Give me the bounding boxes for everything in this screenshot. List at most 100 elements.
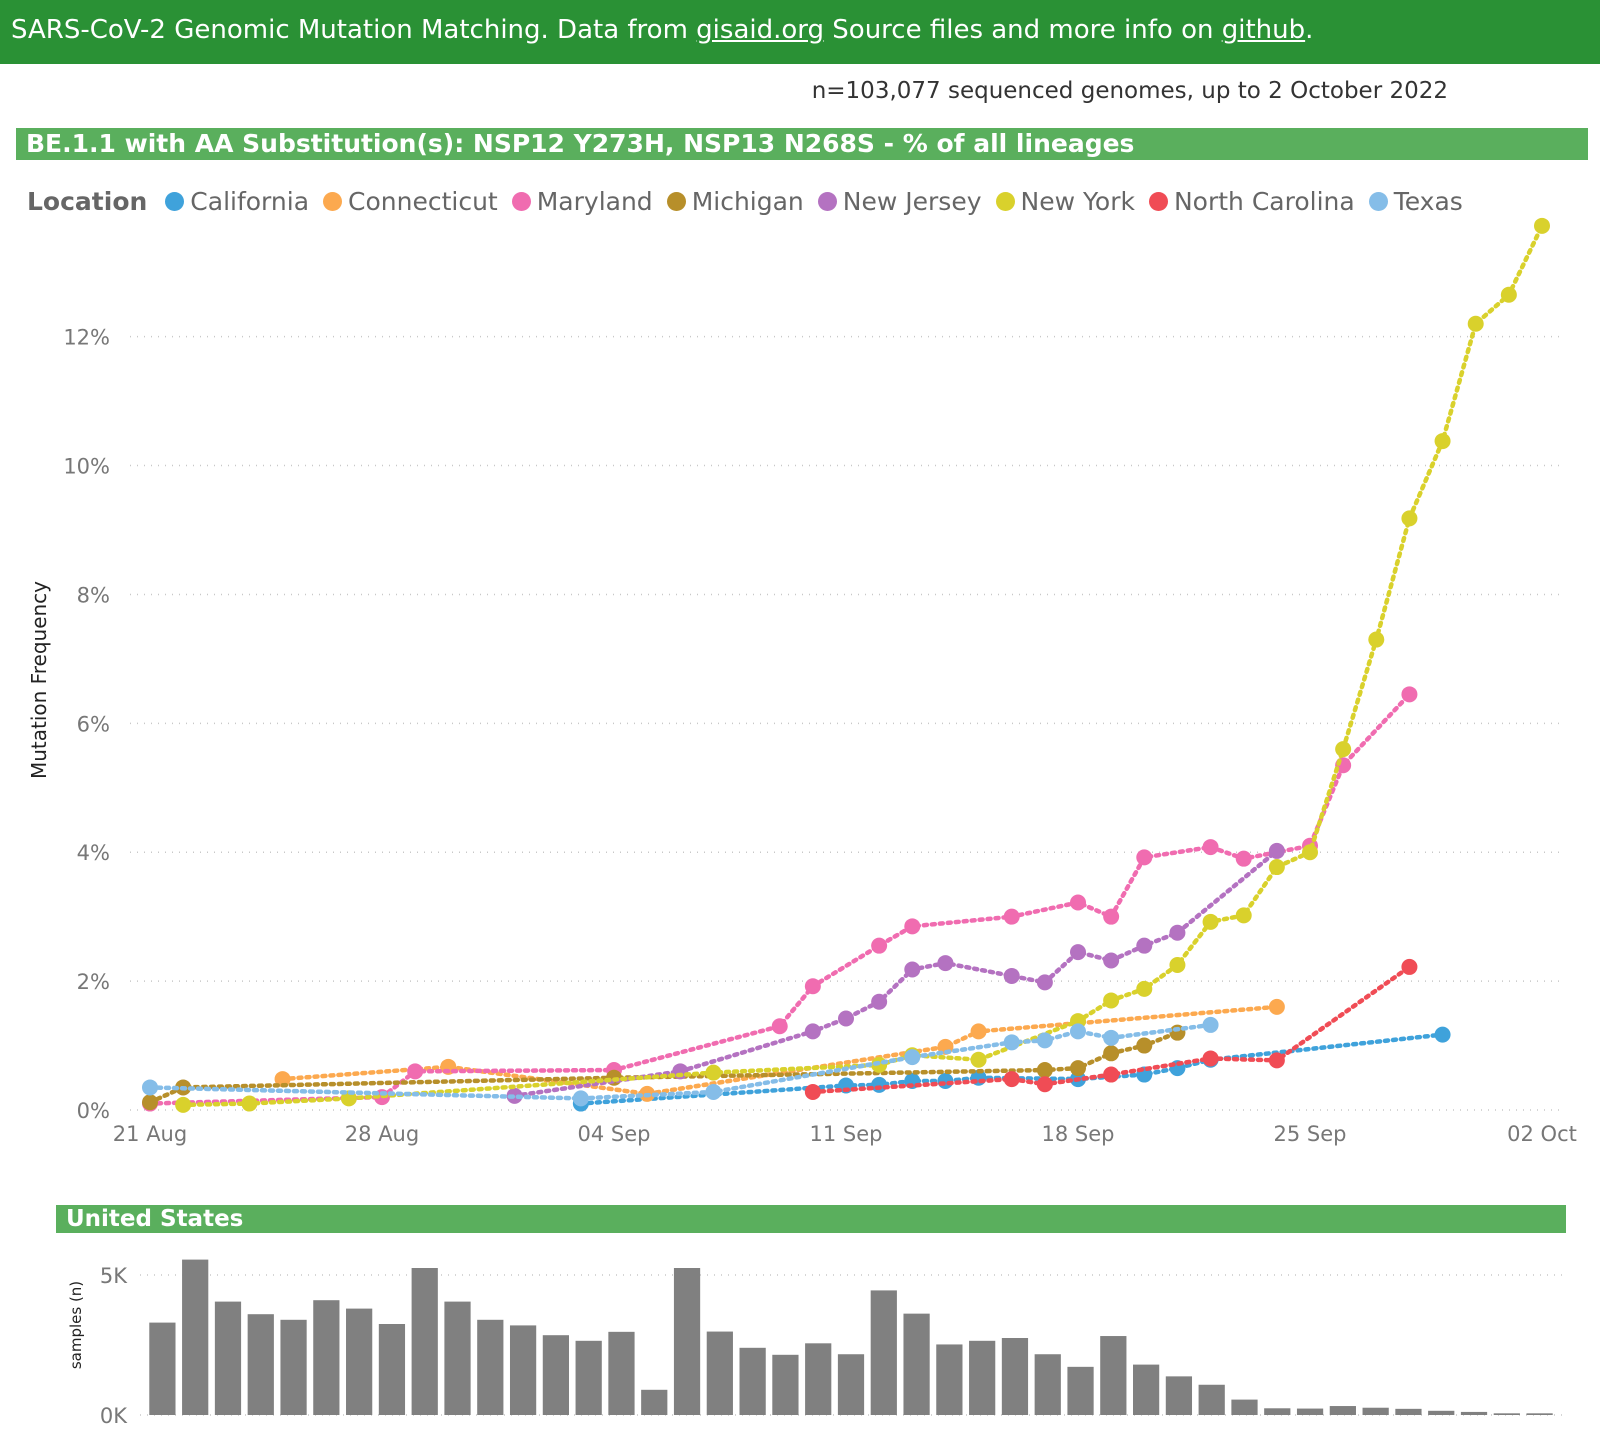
- sample-bar[interactable]: [772, 1354, 799, 1415]
- data-point-new-york[interactable]: [1534, 217, 1550, 234]
- sample-bar[interactable]: [1231, 1399, 1258, 1415]
- data-point-maryland[interactable]: [1235, 850, 1252, 867]
- sample-bar[interactable]: [1395, 1408, 1422, 1415]
- data-point-new-jersey[interactable]: [871, 993, 888, 1010]
- data-point-new-york[interactable]: [1401, 510, 1418, 527]
- legend-item-texas[interactable]: Texas: [1368, 187, 1463, 216]
- data-point-new-york[interactable]: [1500, 286, 1517, 303]
- data-point-new-jersey[interactable]: [1003, 967, 1020, 984]
- data-point-north-carolina[interactable]: [1202, 1050, 1219, 1067]
- data-point-texas[interactable]: [1202, 1016, 1219, 1033]
- sample-bar[interactable]: [1100, 1336, 1127, 1415]
- sample-bar[interactable]: [1198, 1384, 1225, 1415]
- data-point-texas[interactable]: [572, 1090, 589, 1107]
- sample-bar[interactable]: [1133, 1364, 1160, 1415]
- data-point-michigan[interactable]: [1036, 1062, 1053, 1079]
- data-point-new-york[interactable]: [1169, 957, 1186, 973]
- data-point-michigan[interactable]: [1136, 1037, 1153, 1054]
- sample-bar[interactable]: [1493, 1413, 1520, 1415]
- data-point-new-jersey[interactable]: [937, 955, 954, 972]
- sample-bar[interactable]: [280, 1319, 307, 1415]
- data-point-new-york[interactable]: [1136, 980, 1153, 997]
- sample-bar[interactable]: [1329, 1406, 1356, 1415]
- data-point-maryland[interactable]: [1401, 686, 1418, 703]
- sample-bar[interactable]: [542, 1335, 569, 1415]
- gisaid-link[interactable]: gisaid.org: [696, 15, 825, 45]
- sample-bar[interactable]: [870, 1290, 897, 1415]
- legend-item-connecticut[interactable]: Connecticut: [323, 187, 498, 216]
- sample-bar[interactable]: [477, 1319, 504, 1415]
- data-point-new-york[interactable]: [1302, 844, 1318, 861]
- data-point-new-york[interactable]: [1335, 741, 1352, 758]
- sample-bar[interactable]: [673, 1268, 701, 1415]
- sample-bar[interactable]: [1460, 1411, 1488, 1415]
- data-point-new-york[interactable]: [241, 1095, 258, 1112]
- data-point-north-carolina[interactable]: [804, 1083, 821, 1100]
- data-point-maryland[interactable]: [804, 978, 821, 995]
- sample-bar[interactable]: [313, 1300, 340, 1415]
- sample-bar[interactable]: [444, 1301, 471, 1415]
- legend-item-maryland[interactable]: Maryland: [511, 187, 653, 216]
- data-point-texas[interactable]: [1003, 1034, 1020, 1051]
- sample-bar[interactable]: [575, 1340, 602, 1415]
- data-point-new-jersey[interactable]: [1268, 842, 1285, 859]
- data-point-new-york[interactable]: [1434, 433, 1451, 450]
- sample-bar[interactable]: [641, 1389, 668, 1415]
- sample-bar[interactable]: [1067, 1366, 1094, 1415]
- sample-bar[interactable]: [1001, 1338, 1029, 1415]
- sample-bar[interactable]: [346, 1308, 373, 1415]
- data-point-north-carolina[interactable]: [1103, 1066, 1120, 1083]
- data-point-maryland[interactable]: [771, 1018, 788, 1035]
- data-point-new-jersey[interactable]: [1070, 944, 1086, 961]
- sample-bar[interactable]: [149, 1322, 176, 1415]
- data-point-connecticut[interactable]: [970, 1023, 987, 1040]
- data-point-new-york[interactable]: [1235, 907, 1252, 924]
- sample-bar[interactable]: [182, 1259, 209, 1415]
- data-point-connecticut[interactable]: [1268, 998, 1285, 1015]
- data-point-texas[interactable]: [1036, 1032, 1053, 1049]
- data-point-new-york[interactable]: [705, 1064, 722, 1081]
- data-point-new-york[interactable]: [175, 1096, 192, 1113]
- data-point-maryland[interactable]: [871, 937, 888, 954]
- data-point-north-carolina[interactable]: [1401, 958, 1418, 975]
- sample-bar[interactable]: [1034, 1354, 1061, 1415]
- data-point-new-jersey[interactable]: [1036, 974, 1053, 991]
- sample-bar[interactable]: [411, 1268, 438, 1415]
- sample-bar[interactable]: [1264, 1408, 1291, 1415]
- data-point-new-jersey[interactable]: [838, 1010, 854, 1027]
- sample-bar[interactable]: [247, 1314, 274, 1415]
- data-point-new-york[interactable]: [970, 1051, 987, 1068]
- sample-bar[interactable]: [1526, 1413, 1553, 1415]
- data-point-texas[interactable]: [1103, 1029, 1120, 1046]
- sample-bar[interactable]: [214, 1301, 242, 1415]
- data-point-texas[interactable]: [904, 1049, 921, 1066]
- legend-item-north-carolina[interactable]: North Carolina: [1148, 187, 1355, 216]
- sample-bar[interactable]: [837, 1354, 865, 1415]
- sample-bar[interactable]: [1428, 1410, 1455, 1415]
- data-point-new-jersey[interactable]: [904, 961, 921, 978]
- data-point-michigan[interactable]: [1070, 1060, 1086, 1077]
- sample-bar[interactable]: [1165, 1376, 1193, 1415]
- data-point-maryland[interactable]: [407, 1063, 424, 1080]
- data-point-texas[interactable]: [705, 1083, 722, 1100]
- data-point-california[interactable]: [1434, 1026, 1451, 1043]
- github-link[interactable]: github: [1221, 15, 1306, 45]
- data-point-new-jersey[interactable]: [804, 1023, 821, 1040]
- sample-bar[interactable]: [1362, 1407, 1389, 1415]
- data-point-texas[interactable]: [142, 1079, 158, 1096]
- sample-bar[interactable]: [969, 1340, 996, 1415]
- legend-item-california[interactable]: California: [165, 187, 309, 216]
- data-point-maryland[interactable]: [1136, 849, 1153, 866]
- data-point-michigan[interactable]: [1103, 1045, 1120, 1062]
- sample-bar[interactable]: [509, 1325, 537, 1415]
- data-point-new-jersey[interactable]: [1103, 952, 1120, 969]
- sample-bar[interactable]: [706, 1331, 733, 1415]
- data-point-maryland[interactable]: [1202, 839, 1219, 856]
- legend-item-new-jersey[interactable]: New Jersey: [817, 187, 982, 216]
- data-point-maryland[interactable]: [904, 918, 921, 935]
- data-point-maryland[interactable]: [1003, 908, 1020, 925]
- sample-bar[interactable]: [739, 1347, 766, 1415]
- legend-item-michigan[interactable]: Michigan: [666, 187, 804, 216]
- data-point-new-york[interactable]: [1268, 859, 1285, 876]
- data-point-north-carolina[interactable]: [1268, 1052, 1285, 1069]
